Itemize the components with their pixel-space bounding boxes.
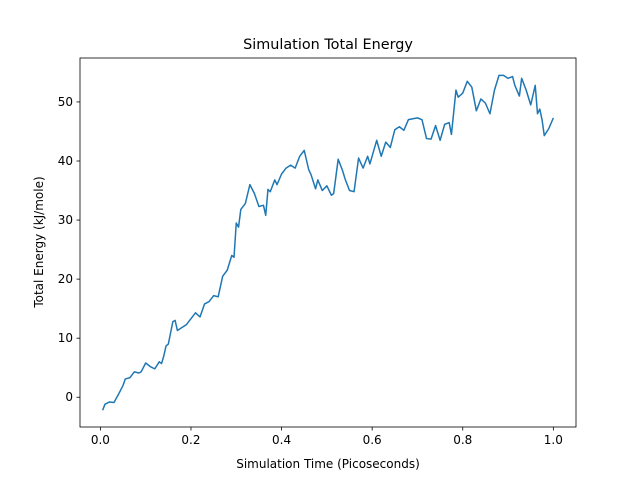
x-tick-label: 0.2	[181, 433, 200, 447]
x-tick-label: 0.6	[363, 433, 382, 447]
x-tick-label: 0.4	[272, 433, 291, 447]
x-tick-label: 1.0	[544, 433, 563, 447]
chart-title: Simulation Total Energy	[243, 37, 413, 53]
line-series	[101, 74, 555, 411]
y-axis-label: Total Energy (kJ/mole)	[32, 176, 46, 308]
x-tick-label: 0.8	[453, 433, 472, 447]
y-tick-label: 50	[58, 95, 73, 109]
y-tick-label: 30	[58, 213, 73, 227]
x-axis-label: Simulation Time (Picoseconds)	[236, 457, 420, 471]
y-tick-label: 40	[58, 154, 73, 168]
y-tick-label: 10	[58, 331, 73, 345]
x-tick-label: 0.0	[91, 433, 110, 447]
y-tick-label: 20	[58, 272, 73, 286]
plot-frame	[79, 57, 577, 428]
y-tick-label: 0	[65, 390, 73, 404]
